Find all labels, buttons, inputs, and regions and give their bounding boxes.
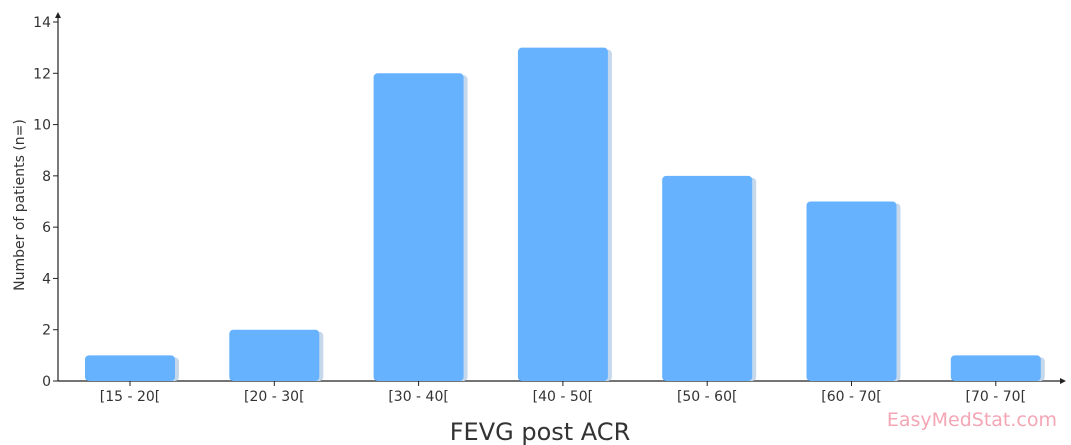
bar bbox=[85, 355, 175, 381]
watermark: EasyMedStat.com bbox=[886, 409, 1057, 431]
bar bbox=[229, 329, 320, 381]
bar bbox=[950, 355, 1041, 381]
x-tick-label: [60 - 70[ bbox=[821, 389, 882, 405]
y-tick-label: 10 bbox=[33, 118, 51, 134]
x-axis: [15 - 20[ [20 - 30[ [30 - 40[ [40 - 50[ [50 … bbox=[58, 378, 1066, 405]
x-tick-label: [50 - 60[ bbox=[677, 389, 738, 405]
bar bbox=[806, 201, 897, 381]
bar bbox=[517, 47, 608, 382]
x-axis-title: FEVG post ACR bbox=[450, 418, 631, 445]
bar bbox=[373, 73, 464, 382]
y-tick-label: 8 bbox=[42, 169, 51, 185]
x-tick-label: [15 - 20[ bbox=[100, 389, 161, 405]
y-axis: 0 2 4 6 8 10 12 14 bbox=[33, 12, 61, 390]
y-tick-label: 4 bbox=[42, 271, 51, 287]
y-axis-title: Number of patients (n=) bbox=[12, 119, 28, 291]
x-tick-label: [30 - 40[ bbox=[388, 389, 449, 405]
x-tick-label: [40 - 50[ bbox=[533, 389, 594, 405]
x-axis-arrow bbox=[1060, 378, 1066, 384]
y-tick-label: 14 bbox=[33, 15, 51, 31]
y-tick-label: 2 bbox=[42, 323, 51, 339]
y-tick-label: 6 bbox=[42, 220, 51, 236]
y-axis-arrow bbox=[55, 12, 61, 18]
bar bbox=[662, 175, 753, 381]
x-tick-label: [70 - 70[ bbox=[966, 389, 1027, 405]
y-tick-label: 0 bbox=[42, 374, 51, 390]
x-tick-label: [20 - 30[ bbox=[244, 389, 305, 405]
bars bbox=[85, 47, 1045, 382]
y-tick-label: 12 bbox=[33, 66, 51, 82]
